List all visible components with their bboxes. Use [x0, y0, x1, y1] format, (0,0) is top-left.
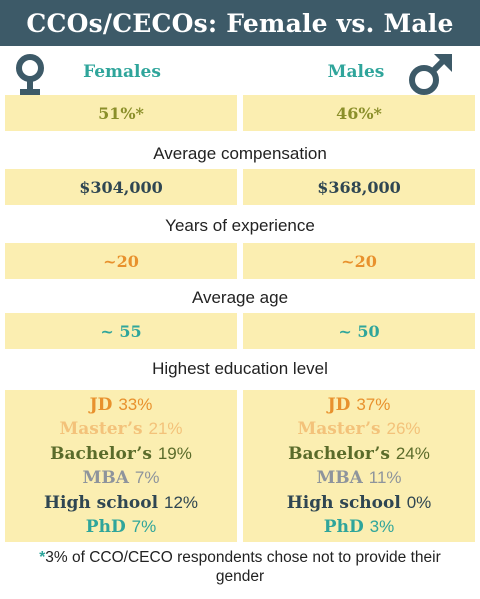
education-row: Master’s 26% [297, 417, 420, 442]
male-compensation-value: $368,000 [317, 177, 401, 197]
education-row: High school 12% [44, 491, 198, 516]
compensation-label: Average compensation [153, 144, 327, 163]
education-degree: Master’s [297, 419, 381, 439]
education-percent: 11% [368, 468, 402, 487]
education-degree: MBA [82, 468, 129, 488]
education-percent: 21% [148, 419, 183, 438]
male-age-value: ~ 50 [338, 321, 380, 341]
education-percent: 24% [395, 443, 430, 463]
education-degree: PhD [323, 517, 364, 537]
male-education-box: JD 37% Master’s 26% Bachelor’s 24% MBA 1… [243, 390, 475, 542]
experience-label: Years of experience [165, 216, 315, 235]
male-share-value: 46%* [336, 103, 382, 123]
education-degree: High school [286, 492, 401, 513]
footnote-star: * [39, 549, 46, 566]
education-row: Bachelor’s 24% [288, 442, 430, 467]
footnote: *3% of CCO/CECO respondents chose not to… [20, 548, 460, 586]
female-education-list: JD 33% Master’s 21% Bachelor’s 19% MBA 7… [5, 390, 237, 542]
male-age-box: ~ 50 [243, 313, 475, 349]
male-experience-box: ~20 [243, 243, 475, 279]
education-row: Master’s 21% [59, 417, 182, 442]
female-share-value: 51%* [98, 103, 144, 123]
female-compensation-value: $304,000 [79, 177, 163, 197]
male-symbol-icon [406, 52, 454, 98]
education-degree: Bachelor’s [50, 443, 152, 464]
education-label: Highest education level [152, 359, 328, 378]
male-compensation-box: $368,000 [243, 169, 475, 205]
education-percent: 19% [157, 443, 192, 463]
education-row: PhD 7% [86, 515, 156, 540]
footnote-text: 3% of CCO/CECO respondents chose not to … [45, 549, 441, 585]
males-column-label: Males [327, 62, 385, 82]
education-row: MBA 11% [316, 466, 401, 491]
education-row: JD 37% [328, 393, 391, 418]
education-row: MBA 7% [83, 466, 160, 491]
education-degree: JD [327, 394, 351, 415]
education-row: Bachelor’s 19% [50, 442, 192, 467]
education-percent: 12% [164, 492, 199, 512]
education-row: High school 0% [287, 491, 432, 516]
male-share-box: 46%* [243, 95, 475, 131]
female-age-box: ~ 55 [5, 313, 237, 349]
education-row: PhD 3% [324, 515, 394, 540]
male-experience-value: ~20 [341, 251, 377, 271]
education-percent: 33% [118, 394, 153, 414]
education-percent: 0% [406, 492, 432, 512]
education-degree: PhD [85, 517, 126, 537]
education-degree: High school [43, 492, 159, 513]
male-education-list: JD 37% Master’s 26% Bachelor’s 24% MBA 1… [243, 390, 475, 542]
female-experience-box: ~20 [5, 243, 237, 279]
education-degree: MBA [316, 468, 363, 488]
education-row: JD 33% [90, 393, 153, 418]
education-percent: 37% [356, 394, 391, 414]
female-experience-value: ~20 [103, 251, 139, 271]
education-percent: 26% [386, 419, 421, 438]
page-title: CCOs/CECOs: Female vs. Male [26, 8, 454, 38]
education-degree: Bachelor’s [288, 443, 390, 464]
education-percent: 7% [134, 468, 160, 487]
education-percent: 3% [369, 517, 395, 536]
education-percent: 7% [131, 517, 157, 536]
females-column-label: Females [83, 62, 161, 82]
education-degree: JD [89, 394, 113, 415]
female-age-value: ~ 55 [100, 321, 142, 341]
header-bar: CCOs/CECOs: Female vs. Male [0, 0, 480, 46]
education-degree: Master’s [59, 419, 143, 439]
female-compensation-box: $304,000 [5, 169, 237, 205]
female-share-box: 51%* [5, 95, 237, 131]
female-education-box: JD 33% Master’s 21% Bachelor’s 19% MBA 7… [5, 390, 237, 542]
age-label: Average age [191, 288, 289, 307]
